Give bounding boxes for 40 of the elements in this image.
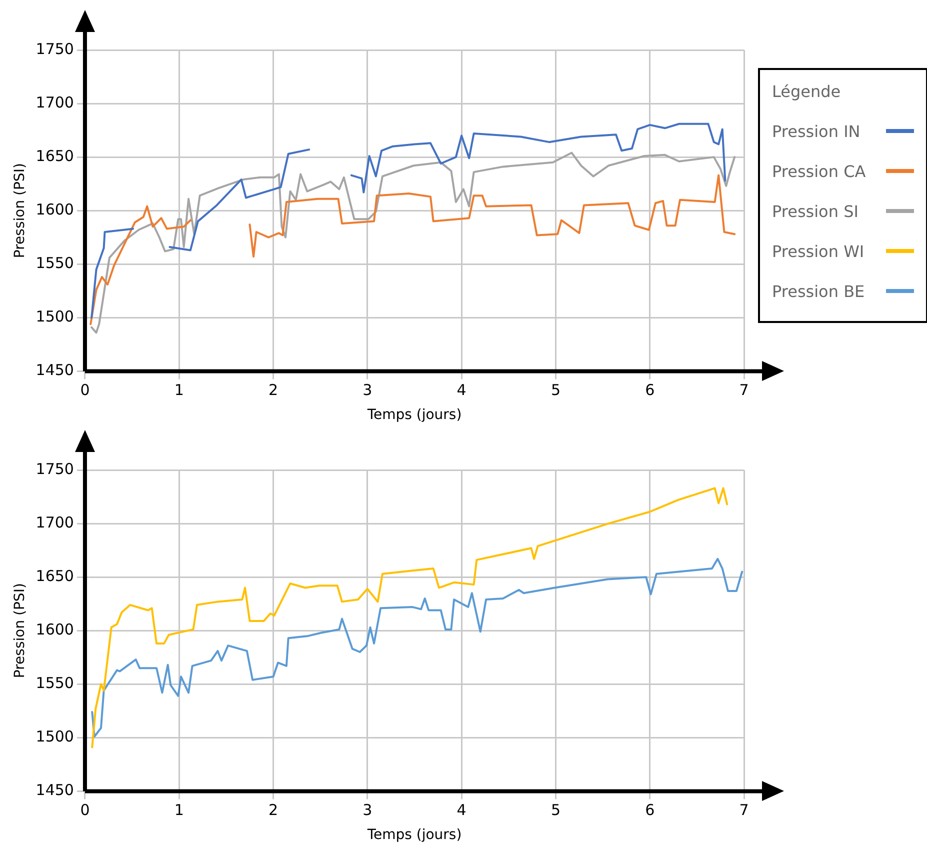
y-axis-title: Pression (PSI): [12, 583, 28, 678]
y-tick-label: 1550: [36, 674, 74, 692]
x-tick-label: 4: [456, 381, 466, 400]
y-tick-label: 1550: [36, 254, 74, 272]
y-tick-label: 1650: [36, 566, 74, 585]
x-tick-label: 0: [80, 381, 90, 400]
y-tick-label: 1600: [36, 200, 74, 218]
x-tick-label: 2: [268, 381, 278, 400]
y-tick-label: 1500: [36, 308, 74, 326]
x-tick-label: 1: [174, 801, 184, 820]
legend-label: Pression CA: [772, 162, 866, 180]
y-tick-label: 1700: [36, 93, 74, 112]
x-axis-title: Temps (jours): [366, 827, 462, 844]
y-tick-label: 1700: [36, 513, 74, 532]
y-tick-label: 1450: [36, 781, 74, 800]
x-tick-label: 7: [739, 801, 749, 820]
legend-label: Pression SI: [772, 202, 858, 220]
x-tick-label: 1: [174, 381, 184, 400]
legend-label: Pression BE: [772, 282, 865, 300]
legend-title: Légende: [772, 82, 842, 101]
x-tick-label: 7: [739, 381, 749, 400]
x-tick-label: 3: [362, 801, 372, 820]
x-tick-label: 6: [645, 381, 655, 400]
y-axis-title: Pression (PSI): [12, 163, 28, 258]
y-tick-label: 1450: [36, 361, 74, 380]
y-tick-label: 1500: [36, 728, 74, 746]
x-tick-label: 6: [645, 801, 655, 820]
x-tick-label: 5: [550, 801, 560, 820]
x-tick-label: 2: [268, 801, 278, 820]
x-tick-label: 0: [80, 801, 90, 820]
x-tick-label: 5: [550, 381, 560, 400]
y-tick-label: 1750: [36, 460, 74, 478]
legend-label: Pression IN: [772, 122, 860, 140]
x-axis-title: Temps (jours): [366, 407, 462, 424]
x-tick-label: 3: [362, 381, 372, 400]
x-tick-label: 4: [456, 801, 466, 820]
legend-label: Pression WI: [772, 242, 864, 260]
y-tick-label: 1750: [36, 40, 74, 58]
y-tick-label: 1650: [36, 146, 74, 165]
y-tick-label: 1600: [36, 620, 74, 638]
